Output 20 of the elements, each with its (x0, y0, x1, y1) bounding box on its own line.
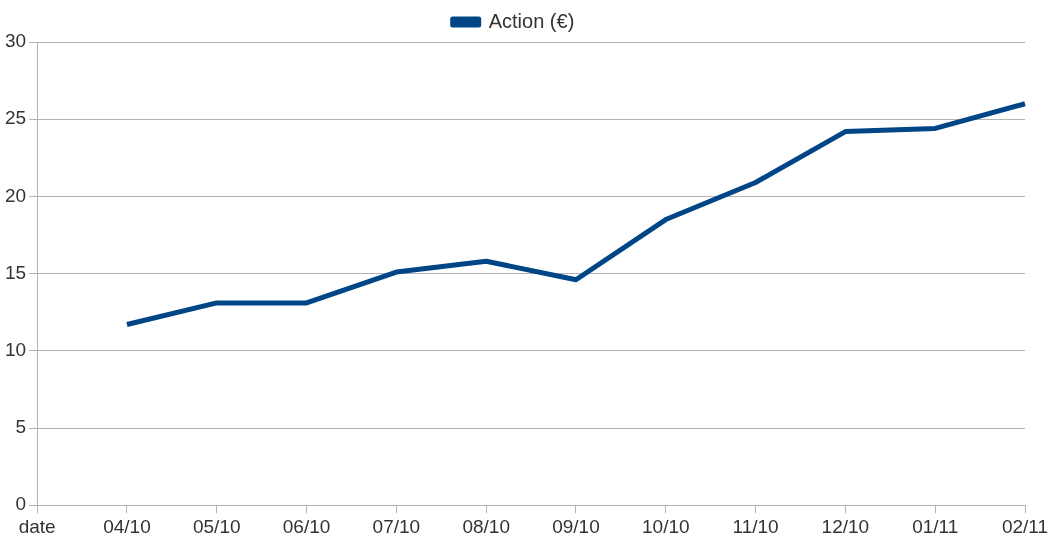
x-tick-label: 06/10 (282, 515, 331, 537)
x-tick-label: 11/10 (732, 515, 779, 537)
y-tick-label: 25 (4, 107, 27, 129)
x-tick-label: 09/10 (552, 515, 600, 537)
x-tick-label: 07/10 (372, 515, 421, 537)
y-tick-label: 5 (15, 416, 27, 438)
x-tick-label: 04/10 (103, 515, 151, 537)
y-tick-label: 15 (4, 261, 27, 283)
y-tick-label: 30 (4, 30, 27, 52)
y-tick-label: 10 (4, 339, 27, 361)
x-tick-label: 01/11 (912, 515, 959, 537)
x-tick-label: 12/10 (821, 515, 870, 537)
x-tick-label: 02/11 (1001, 515, 1049, 537)
x-tick-label: 05/10 (192, 515, 241, 537)
y-tick-label: 0 (15, 493, 27, 515)
x-tick-label: date (18, 515, 56, 537)
x-tick-label: 08/10 (462, 515, 510, 537)
y-tick-label: 20 (4, 184, 27, 206)
legend-label: Action (€) (488, 9, 575, 32)
x-tick-label: 10/10 (642, 515, 690, 537)
